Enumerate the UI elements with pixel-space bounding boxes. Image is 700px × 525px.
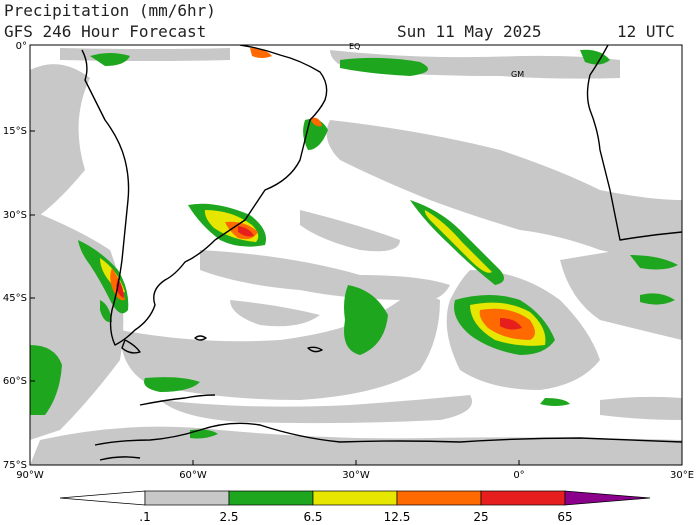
colorbar-segment-moderate (228, 490, 314, 506)
colorbar-label-4: 25 (473, 510, 488, 524)
colorbar-segment-extreme (480, 490, 566, 506)
coastlines (81, 45, 682, 461)
colorbar-label-5: 65 (557, 510, 572, 524)
map-background (30, 45, 682, 465)
colorbar-segment-heavy (312, 490, 398, 506)
frame-ticks (30, 130, 520, 465)
colorbar-label-2: 6.5 (303, 510, 322, 524)
lat-label-30s: 30°S (3, 210, 27, 221)
lat-label-15s: 15°S (3, 126, 27, 137)
colorbar-label-0: .1 (139, 510, 150, 524)
lon-label-0: 0° (513, 470, 524, 481)
equator-marker: EQ (349, 42, 360, 51)
colorbar-segment-trace (59, 490, 146, 506)
colorbar-label-1: 2.5 (219, 510, 238, 524)
chart-title: Precipitation (mm/6hr) (4, 1, 216, 20)
lon-label-90w: 90°W (16, 470, 44, 481)
colorbar-segment-very-heavy (396, 490, 482, 506)
precip-colorbar: .1 2.5 6.5 12.5 25 65 (59, 490, 651, 524)
map-frame (29, 44, 683, 466)
lat-label-0: 0° (16, 41, 27, 52)
lon-label-60w: 60°W (179, 470, 207, 481)
forecast-label: GFS 246 Hour Forecast (4, 22, 207, 41)
greenwich-marker: GM (511, 70, 524, 79)
colorbar-segment-light (144, 490, 230, 506)
lat-label-60s: 60°S (3, 376, 27, 387)
colorbar-label-3: 12.5 (384, 510, 411, 524)
lon-label-30w: 30°W (342, 470, 370, 481)
lon-label-30e: 30°E (670, 470, 694, 481)
forecast-date: Sun 11 May 2025 (397, 22, 542, 41)
forecast-time: 12 UTC (617, 22, 675, 41)
lat-label-75s: 75°S (3, 460, 27, 471)
lat-label-45s: 45°S (3, 293, 27, 304)
colorbar-segment-max (564, 490, 651, 506)
